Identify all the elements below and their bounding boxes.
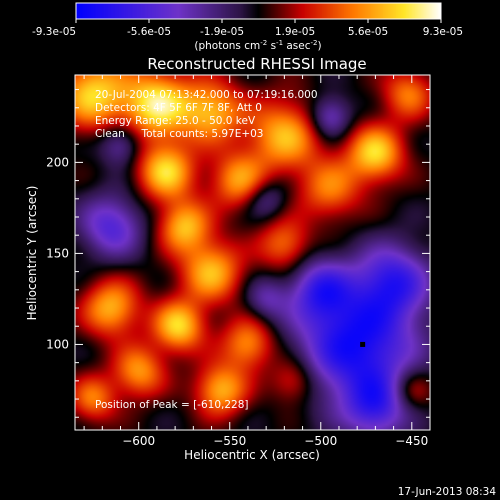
colorbar-tick-label: 9.3e-05 bbox=[423, 26, 463, 38]
colorbar-tick-label: 5.6e-05 bbox=[348, 26, 388, 38]
colorbar-tick-label: -1.9e-05 bbox=[200, 26, 244, 38]
annotation-line: 20-Jul-2004 07:13:42.000 to 07:19:16.000 bbox=[95, 89, 318, 101]
x-tick-label: −550 bbox=[213, 434, 246, 448]
annotation-line: Detectors: 4F 5F 6F 7F 8F, Att 0 bbox=[95, 102, 262, 114]
x-tick-label: −600 bbox=[122, 434, 155, 448]
chart-title: Reconstructed RHESSI Image bbox=[147, 55, 366, 73]
colorbar-gradient bbox=[76, 3, 441, 19]
annotation-line: Clean Total counts: 5.97E+03 bbox=[95, 128, 264, 140]
x-tick-label: −450 bbox=[395, 434, 428, 448]
colorbar-tick-label: -5.6e-05 bbox=[127, 26, 171, 38]
annotation-line: Energy Range: 25.0 - 50.0 keV bbox=[95, 115, 256, 127]
axis-ticks: −600 −550 −500 −450 100 150 200 bbox=[46, 75, 431, 448]
colorbar-ticks: -9.3e-05 -5.6e-05 -1.9e-05 1.9e-05 5.6e-05 9.… bbox=[32, 19, 463, 38]
heatmap-image bbox=[75, 75, 430, 430]
y-tick-label: 200 bbox=[46, 155, 69, 169]
y-axis-label: Heliocentric Y (arcsec) bbox=[25, 186, 39, 321]
peak-marker bbox=[360, 341, 366, 347]
plot-area: −600 −550 −500 −450 100 150 200 bbox=[46, 74, 431, 448]
x-tick-label: −500 bbox=[304, 434, 337, 448]
y-tick-label: 150 bbox=[46, 246, 69, 260]
colorbar-unit-label: (photons cm-2 s-1 asec-2) bbox=[194, 39, 321, 52]
colorbar-tick-label: 1.9e-05 bbox=[275, 26, 315, 38]
marker-point bbox=[360, 341, 366, 347]
y-tick-label: 100 bbox=[46, 337, 69, 351]
colorbar: -9.3e-05 -5.6e-05 -1.9e-05 1.9e-05 5.6e-05 9.… bbox=[32, 2, 463, 52]
x-axis-label: Heliocentric X (arcsec) bbox=[184, 448, 320, 462]
colorbar-tick-label: -9.3e-05 bbox=[32, 26, 76, 38]
plot-frame bbox=[74, 74, 431, 431]
peak-position-label: Position of Peak = [-610,228] bbox=[95, 399, 249, 411]
annotations: 20-Jul-2004 07:13:42.000 to 07:19:16.000… bbox=[95, 89, 318, 140]
footer-timestamp: 17-Jun-2013 08:34 bbox=[398, 486, 497, 498]
colorbar-frame bbox=[75, 2, 442, 20]
